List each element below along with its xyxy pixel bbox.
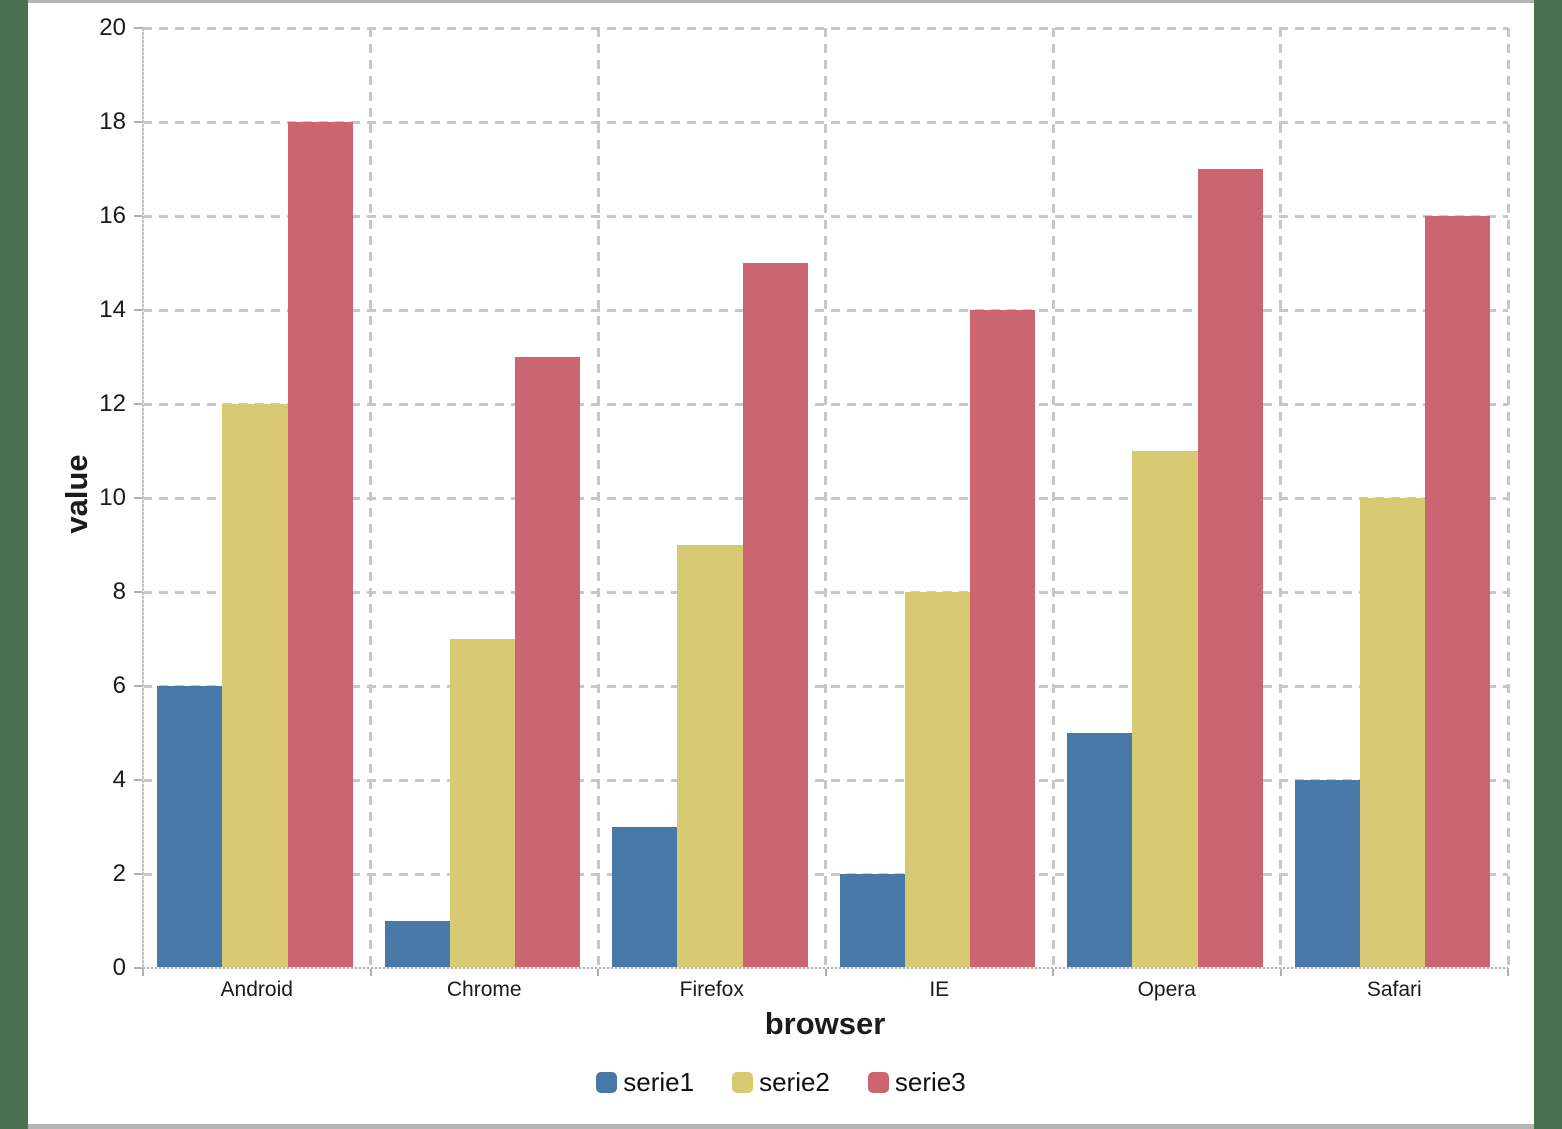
gridline-vertical bbox=[596, 28, 600, 968]
legend-swatch bbox=[867, 1072, 889, 1093]
legend-item-serie3: serie3 bbox=[867, 1067, 966, 1098]
bar-chrome-serie1 bbox=[384, 921, 450, 968]
chart-canvas: value 0 2 4 6 8 10 12 14 16 18 20 Android Chrome Fire… bbox=[28, 0, 1534, 1129]
bar-firefox-serie3 bbox=[742, 263, 808, 968]
bar-firefox-serie1 bbox=[612, 827, 678, 968]
y-tick-label: 6 bbox=[112, 672, 126, 699]
y-axis-tick bbox=[134, 27, 143, 29]
y-tick-label: 4 bbox=[112, 766, 126, 793]
legend-item-serie2: serie2 bbox=[732, 1067, 830, 1098]
legend-label: serie2 bbox=[759, 1067, 830, 1097]
legend-swatch bbox=[732, 1072, 754, 1093]
x-tick-label: Chrome bbox=[446, 978, 522, 1001]
gridline-vertical bbox=[1279, 28, 1282, 968]
bar-ie-serie3 bbox=[970, 310, 1036, 968]
y-axis-tick bbox=[134, 215, 143, 217]
plot-area bbox=[143, 27, 1510, 968]
x-tick-label: Android bbox=[220, 978, 293, 1001]
y-axis-line bbox=[142, 28, 144, 968]
y-tick-label: 20 bbox=[99, 14, 126, 41]
gridline-vertical bbox=[1506, 28, 1510, 968]
bar-opera-serie3 bbox=[1197, 169, 1263, 968]
x-axis-tick bbox=[1507, 968, 1509, 976]
y-axis-tick bbox=[134, 591, 143, 593]
x-axis-title: browser bbox=[764, 1006, 886, 1041]
bar-ie-serie1 bbox=[839, 874, 905, 968]
legend-item-serie1: serie1 bbox=[596, 1067, 694, 1098]
gridline-vertical bbox=[1051, 28, 1055, 968]
y-axis-tick bbox=[134, 779, 143, 781]
y-tick-label: 0 bbox=[112, 954, 126, 981]
bar-android-serie2 bbox=[222, 404, 288, 968]
y-tick-label: 8 bbox=[112, 578, 126, 605]
x-axis-tick bbox=[824, 968, 827, 976]
y-tick-label: 2 bbox=[112, 860, 126, 887]
x-axis-tick bbox=[1052, 968, 1054, 976]
x-tick-label: Safari bbox=[1366, 978, 1422, 1001]
bar-safari-serie3 bbox=[1425, 216, 1491, 968]
x-axis-tick bbox=[597, 968, 599, 976]
gridline-vertical bbox=[824, 28, 827, 968]
gridline-vertical bbox=[369, 28, 372, 968]
y-axis-tick bbox=[134, 873, 143, 875]
bar-chrome-serie3 bbox=[515, 357, 581, 968]
y-axis-tick bbox=[134, 309, 143, 311]
x-axis-tick bbox=[369, 968, 372, 976]
x-axis-tick bbox=[1279, 968, 1282, 976]
y-axis-tick bbox=[134, 403, 143, 405]
y-axis-tick bbox=[134, 967, 143, 969]
bar-firefox-serie2 bbox=[677, 545, 743, 968]
legend-label: serie1 bbox=[623, 1067, 695, 1097]
x-tick-label: Firefox bbox=[679, 978, 744, 1001]
legend-swatch bbox=[596, 1072, 618, 1093]
y-tick-label: 12 bbox=[99, 390, 126, 417]
bar-ie-serie2 bbox=[904, 592, 971, 968]
y-tick-label: 10 bbox=[99, 484, 126, 511]
bar-opera-serie2 bbox=[1132, 451, 1198, 968]
bar-safari-serie2 bbox=[1359, 498, 1426, 968]
x-axis-tick bbox=[142, 968, 144, 976]
bar-opera-serie1 bbox=[1067, 733, 1133, 968]
bar-android-serie1 bbox=[157, 686, 223, 968]
x-axis-line bbox=[143, 967, 1508, 969]
y-axis-tick bbox=[134, 121, 143, 123]
legend-label: serie3 bbox=[894, 1067, 966, 1097]
y-tick-label: 14 bbox=[99, 296, 126, 323]
bar-safari-serie1 bbox=[1294, 780, 1360, 968]
y-axis-tick bbox=[134, 497, 143, 499]
x-tick-label: IE bbox=[929, 978, 950, 1001]
bar-chrome-serie2 bbox=[449, 639, 516, 968]
y-axis-tick bbox=[134, 685, 143, 687]
y-tick-label: 18 bbox=[99, 108, 126, 135]
legend: serie1 serie2 serie3 bbox=[28, 1067, 1534, 1098]
y-tick-label: 16 bbox=[99, 202, 126, 229]
bar-android-serie3 bbox=[287, 122, 353, 968]
x-tick-label: Opera bbox=[1137, 978, 1196, 1001]
